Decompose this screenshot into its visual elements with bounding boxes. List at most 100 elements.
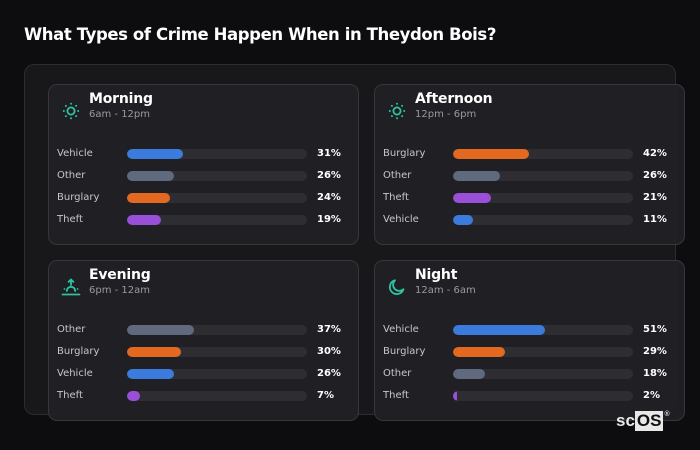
crime-row: Theft 2% xyxy=(383,389,683,411)
time-card-night: Night 12am - 6am Vehicle 51% Burglary 29… xyxy=(374,260,685,421)
card-title: Morning xyxy=(89,91,153,107)
crime-row: Other 37% xyxy=(57,323,357,345)
crime-type-label: Other xyxy=(383,368,412,379)
bar-track xyxy=(453,325,633,335)
time-card-evening: Evening 6pm - 12am Other 37% Burglary 30… xyxy=(48,260,359,421)
time-card-afternoon: Afternoon 12pm - 6pm Burglary 42% Other … xyxy=(374,84,685,245)
bar-track xyxy=(453,193,633,203)
bar-fill xyxy=(453,369,486,379)
card-title: Evening xyxy=(89,267,151,283)
bar-track xyxy=(453,391,633,401)
crime-percent: 21% xyxy=(643,192,667,203)
crime-percent: 19% xyxy=(317,214,341,225)
bar-track xyxy=(453,171,633,181)
crime-type-label: Vehicle xyxy=(57,368,93,379)
bar-fill xyxy=(127,215,162,225)
bar-track xyxy=(127,391,307,401)
crime-percent: 30% xyxy=(317,346,341,357)
bar-fill xyxy=(453,149,529,159)
crime-percent: 2% xyxy=(643,390,660,401)
bar-fill xyxy=(453,325,545,335)
crime-row: Burglary 30% xyxy=(57,345,357,367)
card-time-range: 12am - 6am xyxy=(415,285,476,296)
crime-row: Other 26% xyxy=(383,169,683,191)
crime-percent: 7% xyxy=(317,390,334,401)
sunset-icon xyxy=(61,277,81,297)
crime-row: Theft 21% xyxy=(383,191,683,213)
bar-fill xyxy=(453,171,500,181)
page-title: What Types of Crime Happen When in Theyd… xyxy=(24,25,496,44)
crime-type-label: Theft xyxy=(383,192,409,203)
card-time-range: 6pm - 12am xyxy=(89,285,151,296)
crime-bar-list: Vehicle 51% Burglary 29% Other 18% Theft… xyxy=(383,323,683,411)
crime-percent: 26% xyxy=(317,170,341,181)
bar-track xyxy=(127,171,307,181)
crime-type-label: Burglary xyxy=(383,346,426,357)
crime-row: Burglary 29% xyxy=(383,345,683,367)
time-card-morning: Morning 6am - 12pm Vehicle 31% Other 26%… xyxy=(48,84,359,245)
bar-fill xyxy=(127,171,174,181)
crime-percent: 11% xyxy=(643,214,667,225)
registered-mark: ® xyxy=(664,411,670,418)
crime-type-label: Other xyxy=(57,170,86,181)
crime-percent: 31% xyxy=(317,148,341,159)
bar-track xyxy=(127,325,307,335)
crime-bar-list: Vehicle 31% Other 26% Burglary 24% Theft… xyxy=(57,147,357,235)
bar-fill xyxy=(127,149,183,159)
crime-row: Other 18% xyxy=(383,367,683,389)
bar-track xyxy=(127,149,307,159)
bar-track xyxy=(127,347,307,357)
crime-percent: 24% xyxy=(317,192,341,203)
crime-type-label: Theft xyxy=(383,390,409,401)
bar-fill xyxy=(127,193,171,203)
sun-icon xyxy=(387,101,407,121)
crime-type-label: Other xyxy=(57,324,86,335)
card-time-range: 6am - 12pm xyxy=(89,109,151,120)
crime-percent: 37% xyxy=(317,324,341,335)
crime-row: Vehicle 11% xyxy=(383,213,683,235)
crime-percent: 29% xyxy=(643,346,667,357)
crime-type-label: Other xyxy=(383,170,412,181)
bar-fill xyxy=(127,347,181,357)
crime-type-label: Theft xyxy=(57,214,83,225)
bar-track xyxy=(127,369,307,379)
crime-row: Vehicle 51% xyxy=(383,323,683,345)
crime-row: Burglary 24% xyxy=(57,191,357,213)
crime-type-label: Theft xyxy=(57,390,83,401)
bar-track xyxy=(453,347,633,357)
bar-track xyxy=(453,369,633,379)
crime-row: Theft 7% xyxy=(57,389,357,411)
watermark-os: OS xyxy=(634,411,664,431)
crime-percent: 42% xyxy=(643,148,667,159)
crime-type-label: Vehicle xyxy=(57,148,93,159)
crime-bar-list: Burglary 42% Other 26% Theft 21% Vehicle… xyxy=(383,147,683,235)
bar-fill xyxy=(127,325,194,335)
crime-row: Vehicle 26% xyxy=(57,367,357,389)
bar-fill xyxy=(127,391,140,401)
crime-percent: 26% xyxy=(317,368,341,379)
card-time-range: 12pm - 6pm xyxy=(415,109,477,120)
bar-fill xyxy=(453,347,506,357)
bar-fill xyxy=(453,215,473,225)
watermark-sc: sc xyxy=(616,411,635,430)
card-title: Night xyxy=(415,267,458,283)
scos-watermark-logo: sc OS ® xyxy=(616,411,670,431)
crime-type-label: Vehicle xyxy=(383,324,419,335)
crime-row: Burglary 42% xyxy=(383,147,683,169)
moon-icon xyxy=(387,277,407,297)
bar-fill xyxy=(453,193,491,203)
bar-track xyxy=(127,193,307,203)
bar-track xyxy=(127,215,307,225)
bar-track xyxy=(453,149,633,159)
sun-icon xyxy=(61,101,81,121)
crime-type-label: Burglary xyxy=(57,192,100,203)
bar-fill xyxy=(127,369,174,379)
crime-percent: 18% xyxy=(643,368,667,379)
bar-track xyxy=(453,215,633,225)
card-title: Afternoon xyxy=(415,91,493,107)
bar-fill xyxy=(453,391,457,401)
crime-type-label: Burglary xyxy=(383,148,426,159)
crime-bar-list: Other 37% Burglary 30% Vehicle 26% Theft… xyxy=(57,323,357,411)
crime-row: Vehicle 31% xyxy=(57,147,357,169)
